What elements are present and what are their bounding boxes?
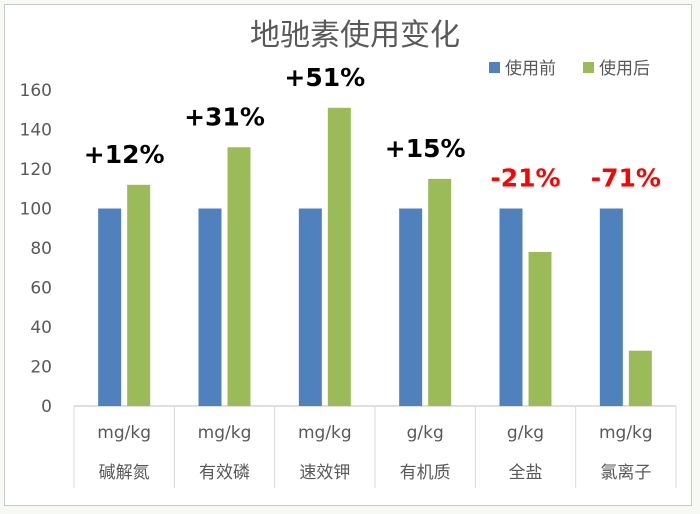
category-label: 氯离子 <box>600 463 651 483</box>
bar-after-0 <box>127 184 151 406</box>
unit-label: mg/kg <box>599 423 653 443</box>
change-label: -21% <box>490 164 560 193</box>
bar-before-5 <box>599 208 623 406</box>
legend: 使用前 使用后 <box>489 58 650 79</box>
category-label: 有机质 <box>400 463 451 483</box>
change-label: -71% <box>591 164 661 193</box>
y-tick-label: 100 <box>20 200 52 220</box>
change-label: +15% <box>385 134 466 163</box>
category-label: 有效磷 <box>199 463 250 483</box>
y-tick-label: 120 <box>20 160 52 180</box>
change-label: +12% <box>84 140 165 169</box>
category-label: 速效钾 <box>299 463 350 483</box>
bar-before-2 <box>298 208 322 406</box>
category-label: 全盐 <box>509 463 543 483</box>
y-tick-label: 20 <box>30 358 52 378</box>
y-tick-label: 80 <box>30 239 52 259</box>
y-tick-label: 40 <box>30 318 52 338</box>
y-tick-label: 140 <box>20 121 52 141</box>
legend-swatch-1 <box>583 62 594 73</box>
bars <box>98 107 652 407</box>
legend-swatch-0 <box>489 62 500 73</box>
category-label: 碱解氮 <box>99 463 150 483</box>
bar-after-3 <box>428 178 452 406</box>
unit-label: g/kg <box>507 423 544 443</box>
bar-before-4 <box>499 208 523 406</box>
axes: 0 20 40 60 80 100 120 140 160 <box>20 81 677 488</box>
bar-before-0 <box>98 208 122 406</box>
legend-label-1: 使用后 <box>599 58 650 79</box>
labels: mg/kg 碱解氮 +12% mg/kg 有效磷 +31% mg/kg 速效钾 +51% g/kg… <box>84 63 661 483</box>
unit-label: mg/kg <box>198 423 252 443</box>
unit-label: mg/kg <box>298 423 352 443</box>
change-label: +31% <box>184 102 265 131</box>
bar-before-1 <box>198 208 222 406</box>
y-tick-label: 60 <box>30 279 52 299</box>
unit-label: g/kg <box>407 423 444 443</box>
bar-after-5 <box>628 350 652 406</box>
chart-title: 地驰素使用变化 <box>250 18 460 53</box>
legend-label-0: 使用前 <box>505 58 556 79</box>
bar-after-1 <box>227 147 251 406</box>
bar-after-2 <box>327 107 351 407</box>
y-tick-label: 0 <box>41 397 52 417</box>
y-tick-label: 160 <box>20 81 52 101</box>
bar-before-3 <box>399 208 423 406</box>
unit-label: mg/kg <box>97 423 151 443</box>
bar-after-4 <box>528 251 552 406</box>
change-label: +51% <box>284 63 365 92</box>
